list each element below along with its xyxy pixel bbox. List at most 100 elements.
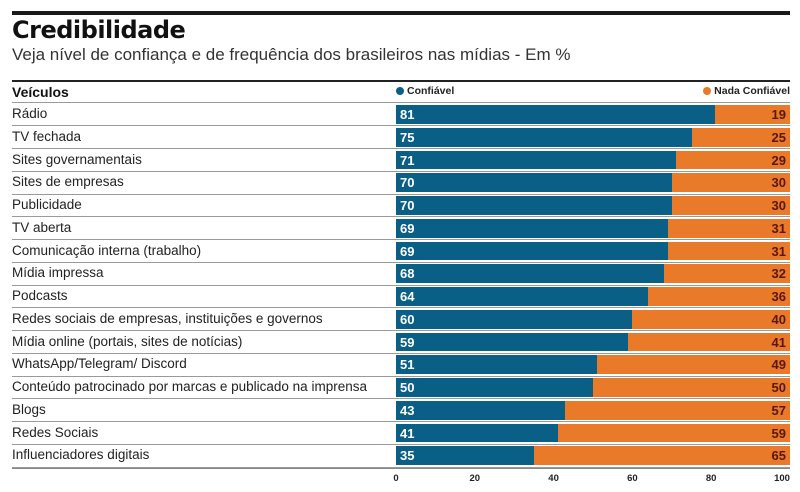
data-label-confiavel: 69 — [400, 220, 415, 236]
category-label: Publicidade — [12, 197, 82, 212]
bar-nada-confiavel — [667, 241, 790, 261]
legend-swatch-nada-confiavel — [703, 87, 712, 95]
category-label: Blogs — [12, 401, 46, 417]
data-label-confiavel: 75 — [400, 129, 415, 145]
legend-item-confiavel: Confiável — [396, 85, 454, 97]
x-tick-label: 100 — [774, 473, 790, 484]
category-label: WhatsApp/Telegram/ Discord — [12, 356, 187, 372]
x-tick-label: 80 — [705, 473, 717, 484]
category-label: Redes sociais de empresas, instituições … — [12, 310, 323, 326]
data-label-confiavel: 64 — [400, 289, 415, 304]
bar-nada-confiavel — [648, 287, 790, 306]
bar-nada-confiavel — [691, 127, 790, 147]
x-tick-label: 0 — [393, 473, 399, 484]
data-label-nada-confiavel: 32 — [771, 266, 786, 282]
data-label-confiavel: 70 — [400, 198, 415, 213]
bar-confiavel — [396, 332, 629, 352]
data-label-nada-confiavel: 50 — [771, 380, 786, 395]
category-label: Redes Sociais — [12, 424, 99, 440]
data-label-nada-confiavel: 65 — [771, 448, 786, 464]
data-label-confiavel: 59 — [400, 334, 415, 350]
data-label-nada-confiavel: 31 — [771, 220, 786, 236]
data-label-confiavel: 51 — [400, 357, 415, 373]
x-tick-label: 20 — [469, 473, 481, 484]
row-separator — [12, 284, 790, 286]
category-label: TV aberta — [12, 219, 72, 235]
bar-nada-confiavel — [671, 196, 790, 215]
row-separator — [12, 261, 790, 263]
row-separator — [12, 148, 790, 149]
bar-confiavel — [396, 218, 668, 238]
data-label-nada-confiavel: 29 — [771, 152, 786, 168]
data-label-nada-confiavel: 36 — [771, 289, 786, 304]
category-label: Sites de empresas — [12, 174, 124, 190]
bar-nada-confiavel — [557, 423, 790, 443]
row-separator — [12, 125, 790, 127]
row-separator — [12, 193, 790, 195]
bar-nada-confiavel — [565, 400, 790, 420]
bar-confiavel — [396, 400, 566, 420]
row-separator — [12, 352, 790, 354]
row-separator — [12, 330, 790, 331]
data-label-confiavel: 71 — [400, 152, 415, 168]
bar-confiavel — [396, 309, 633, 329]
data-label-nada-confiavel: 41 — [771, 334, 786, 350]
data-label-nada-confiavel: 31 — [771, 243, 786, 259]
bar-nada-confiavel — [675, 150, 790, 170]
chart-subtitle: Veja nível de confiança e de frequência … — [12, 45, 571, 64]
data-label-nada-confiavel: 25 — [771, 129, 786, 145]
header-rule — [12, 80, 790, 82]
bar-confiavel — [396, 173, 672, 192]
bar-confiavel — [396, 287, 649, 306]
legend-swatch-confiavel — [396, 87, 404, 95]
data-label-confiavel: 70 — [400, 175, 415, 191]
bar-confiavel — [396, 150, 676, 170]
bar-nada-confiavel — [533, 446, 790, 465]
bar-confiavel — [396, 196, 672, 215]
data-label-confiavel: 41 — [400, 425, 415, 441]
data-label-nada-confiavel: 19 — [771, 107, 786, 122]
bar-nada-confiavel — [596, 355, 790, 374]
legend-label-confiavel: Confiável — [407, 85, 455, 97]
x-tick-label: 40 — [548, 473, 559, 484]
data-label-confiavel: 50 — [400, 380, 415, 395]
bar-confiavel — [396, 446, 534, 465]
top-rule — [12, 11, 790, 15]
bar-nada-confiavel — [663, 264, 790, 283]
category-header: Veículos — [12, 84, 69, 100]
data-label-nada-confiavel: 57 — [771, 402, 786, 418]
row-separator — [12, 443, 790, 445]
category-label: Influenciadores digitais — [12, 447, 150, 463]
bar-nada-confiavel — [628, 332, 790, 352]
data-label-nada-confiavel: 49 — [771, 357, 786, 373]
data-label-confiavel: 60 — [400, 311, 415, 327]
category-label: Mídia impressa — [12, 265, 104, 281]
row-separator — [12, 421, 790, 422]
legend-item-nada-confiavel: Nada Confiável — [703, 85, 790, 97]
category-label: Rádio — [12, 106, 48, 121]
bar-nada-confiavel — [667, 218, 790, 238]
data-label-nada-confiavel: 40 — [771, 311, 786, 327]
data-label-confiavel: 68 — [400, 266, 415, 282]
legend-label-nada-confiavel: Nada Confiável — [714, 85, 790, 97]
data-label-nada-confiavel: 30 — [771, 175, 786, 191]
row-separator — [12, 239, 790, 240]
data-label-nada-confiavel: 30 — [771, 198, 786, 213]
bar-confiavel — [396, 127, 692, 147]
category-label: Mídia online (portais, sites de notícias… — [12, 333, 243, 349]
row-separator — [12, 102, 790, 103]
row-separator — [12, 170, 790, 172]
x-tick-label: 60 — [627, 473, 638, 484]
bar-nada-confiavel — [715, 105, 790, 124]
category-label: Conteúdo patrocinado por marcas e public… — [12, 379, 367, 394]
row-separator — [12, 398, 790, 400]
category-label: Comunicação interna (trabalho) — [12, 242, 202, 258]
bar-confiavel — [396, 241, 668, 261]
data-label-confiavel: 69 — [400, 243, 415, 259]
chart-title: Credibilidade — [12, 16, 186, 44]
bar-confiavel — [396, 355, 597, 374]
category-label: Sites governamentais — [12, 151, 142, 167]
row-separator — [12, 216, 790, 218]
bar-confiavel — [396, 378, 593, 397]
bar-confiavel — [396, 423, 558, 443]
